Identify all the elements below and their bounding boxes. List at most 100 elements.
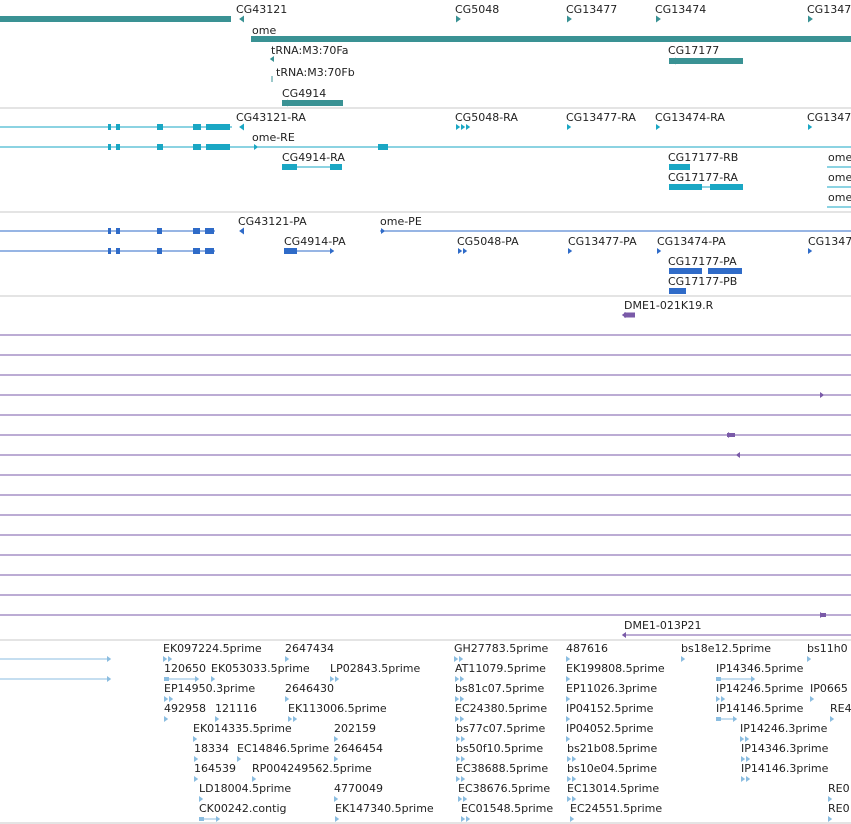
feature-label[interactable]: EC01548.5prime <box>461 802 553 815</box>
feature-label[interactable]: IP14146.5prime <box>716 702 804 715</box>
feature-label[interactable]: RE0 <box>828 782 850 795</box>
feature-label[interactable]: CG13474 <box>655 3 706 16</box>
feature-label[interactable]: CG4914-RA <box>282 151 345 164</box>
feature-bar[interactable] <box>710 184 743 190</box>
feature-bar[interactable] <box>157 228 162 234</box>
feature-label[interactable]: bs77c07.5prime <box>456 722 546 735</box>
feature-label[interactable]: CG4914 <box>282 87 326 100</box>
feature-bar[interactable] <box>716 677 721 681</box>
feature-label[interactable]: 2646430 <box>285 682 334 695</box>
feature-label[interactable]: EK147340.5prime <box>335 802 434 815</box>
feature-label[interactable]: bs18e12.5prime <box>681 642 771 655</box>
feature-bar[interactable] <box>251 36 851 42</box>
feature-bar[interactable] <box>108 144 111 150</box>
feature-label[interactable]: EC24380.5prime <box>455 702 547 715</box>
feature-label[interactable]: bs21b08.5prime <box>567 742 657 755</box>
feature-bar[interactable] <box>157 144 163 150</box>
feature-label[interactable]: CG13477 <box>566 3 617 16</box>
feature-bar[interactable] <box>378 144 388 150</box>
feature-label[interactable]: EC38676.5prime <box>458 782 550 795</box>
feature-label[interactable]: 492958 <box>164 702 206 715</box>
feature-bar[interactable] <box>708 268 742 274</box>
feature-label[interactable]: CG43121 <box>236 3 287 16</box>
feature-label[interactable]: CG43121-PA <box>238 215 307 228</box>
feature-bar[interactable] <box>716 717 721 721</box>
feature-bar[interactable] <box>669 288 686 294</box>
feature-bar[interactable] <box>157 248 162 254</box>
feature-label[interactable]: bs50f10.5prime <box>456 742 543 755</box>
feature-label[interactable]: tRNA:M3:70Fa <box>271 44 348 57</box>
feature-bar[interactable] <box>284 248 297 254</box>
feature-bar[interactable] <box>206 144 230 150</box>
feature-label[interactable]: ome <box>828 151 851 164</box>
feature-bar[interactable] <box>116 228 120 234</box>
feature-label[interactable]: RE0 <box>828 802 850 815</box>
feature-bar[interactable] <box>624 312 635 318</box>
feature-label[interactable]: EC24551.5prime <box>570 802 662 815</box>
feature-label[interactable]: tRNA:M3:70Fb <box>276 66 355 79</box>
feature-label[interactable]: ome <box>828 171 851 184</box>
feature-label[interactable]: CG5048-RA <box>455 111 518 124</box>
feature-label[interactable]: IP14246.5prime <box>716 682 804 695</box>
feature-label[interactable]: bs10e04.5prime <box>567 762 657 775</box>
feature-label[interactable]: AT11079.5prime <box>455 662 546 675</box>
feature-label[interactable]: CG13477-RA <box>566 111 636 124</box>
feature-label[interactable]: DME1-021K19.R <box>624 299 714 312</box>
feature-label[interactable]: CG4914-PA <box>284 235 346 248</box>
feature-label[interactable]: IP14146.3prime <box>741 762 829 775</box>
feature-label[interactable]: EC38688.5prime <box>456 762 548 775</box>
feature-bar[interactable] <box>199 817 204 821</box>
feature-label[interactable]: ome <box>828 191 851 204</box>
feature-label[interactable]: IP14346.3prime <box>741 742 829 755</box>
feature-label[interactable]: CG1347 <box>807 111 851 124</box>
feature-label[interactable]: EK053033.5prime <box>211 662 310 675</box>
feature-bar[interactable] <box>206 124 230 130</box>
feature-label[interactable]: 2646454 <box>334 742 383 755</box>
feature-label[interactable]: CG13474-RA <box>655 111 725 124</box>
feature-bar[interactable] <box>727 433 735 437</box>
feature-label[interactable]: CK00242.contig <box>199 802 286 815</box>
feature-label[interactable]: bs81c07.5prime <box>455 682 545 695</box>
feature-bar[interactable] <box>116 144 120 150</box>
feature-bar[interactable] <box>669 268 702 274</box>
feature-label[interactable]: CG17177-PB <box>668 275 737 288</box>
feature-label[interactable]: EP14950.3prime <box>164 682 255 695</box>
feature-bar[interactable] <box>193 228 200 234</box>
feature-label[interactable]: CG17177-PA <box>668 255 737 268</box>
feature-label[interactable]: EK097224.5prime <box>163 642 262 655</box>
feature-label[interactable]: CG17177 <box>668 44 719 57</box>
feature-label[interactable]: GH27783.5prime <box>454 642 549 655</box>
feature-bar[interactable] <box>330 164 342 170</box>
feature-label[interactable]: bs11h0 <box>807 642 848 655</box>
feature-label[interactable]: CG43121-RA <box>236 111 306 124</box>
feature-label[interactable]: 202159 <box>334 722 376 735</box>
feature-label[interactable]: IP04152.5prime <box>566 702 654 715</box>
feature-bar[interactable] <box>820 613 826 617</box>
feature-bar[interactable] <box>669 184 702 190</box>
feature-label[interactable]: 18334 <box>194 742 229 755</box>
feature-label[interactable]: EK199808.5prime <box>566 662 665 675</box>
feature-label[interactable]: EK113006.5prime <box>288 702 387 715</box>
feature-label[interactable]: IP14346.5prime <box>716 662 804 675</box>
feature-label[interactable]: IP04052.5prime <box>566 722 654 735</box>
feature-label[interactable]: CG5048-PA <box>457 235 519 248</box>
feature-label[interactable]: ome-PE <box>380 215 422 228</box>
feature-bar[interactable] <box>193 248 200 254</box>
feature-label[interactable]: IP14246.3prime <box>740 722 828 735</box>
feature-label[interactable]: EC14846.5prime <box>237 742 329 755</box>
feature-label[interactable]: EC13014.5prime <box>567 782 659 795</box>
feature-label[interactable]: DME1-013P21 <box>624 619 702 632</box>
feature-label[interactable]: 120650 <box>164 662 206 675</box>
feature-label[interactable]: CG5048 <box>455 3 499 16</box>
feature-bar[interactable] <box>669 164 690 170</box>
feature-bar[interactable] <box>116 248 120 254</box>
feature-bar[interactable] <box>108 228 111 234</box>
feature-bar[interactable] <box>193 144 201 150</box>
feature-label[interactable]: 2647434 <box>285 642 334 655</box>
feature-bar[interactable] <box>205 248 214 254</box>
feature-label[interactable]: CG13474-PA <box>657 235 726 248</box>
feature-label[interactable]: CG13477-PA <box>568 235 637 248</box>
feature-label[interactable]: CG17177-RB <box>668 151 738 164</box>
feature-label[interactable]: CG17177-RA <box>668 171 738 184</box>
